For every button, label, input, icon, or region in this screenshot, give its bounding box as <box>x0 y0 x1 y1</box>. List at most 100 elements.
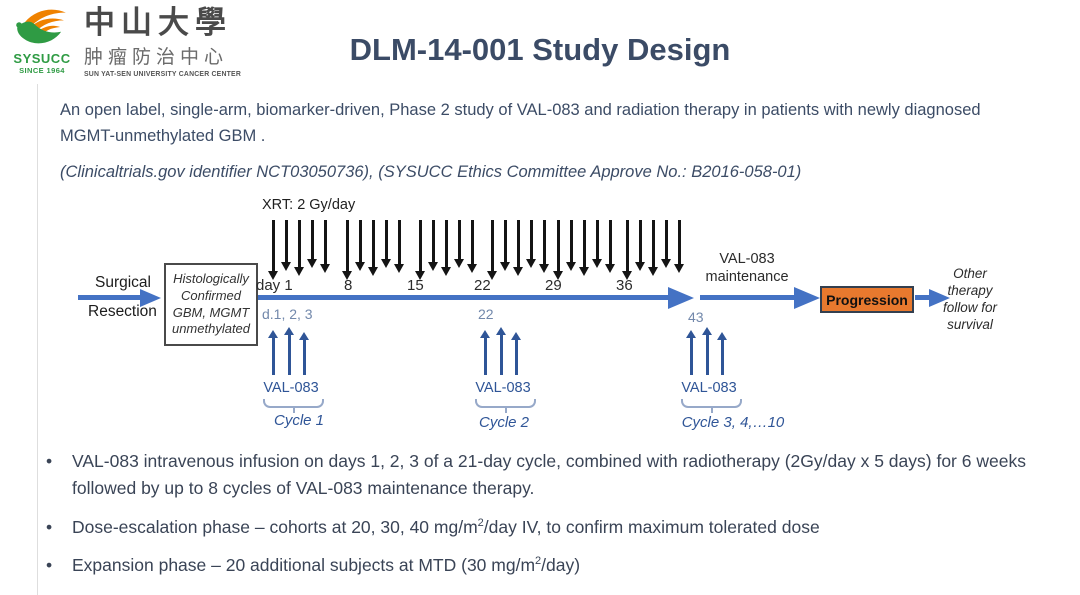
down-arrow-icon <box>552 220 564 280</box>
xrt-arrow-group-week3 <box>414 220 478 280</box>
page-title: DLM-14-001 Study Design <box>349 32 731 67</box>
up-arrow-icon <box>717 332 728 375</box>
bullet-superscript: 2 <box>477 516 484 529</box>
down-arrow-icon <box>341 220 353 280</box>
down-arrow-icon <box>393 220 405 273</box>
cycle-brace <box>681 399 742 413</box>
bullet-item-expansion: Expansion phase – 20 additional subjects… <box>44 552 1052 580</box>
xrt-arrow-group-week2 <box>341 220 405 280</box>
val-drug-label: VAL-083 <box>263 380 319 396</box>
bullet-text: Expansion phase – 20 additional subjects… <box>72 554 536 575</box>
down-arrow-icon <box>466 220 478 273</box>
down-arrow-icon <box>591 220 603 268</box>
timeline-day-label: 22 <box>474 277 491 294</box>
timeline-day-label: day 1 <box>256 277 293 294</box>
surgical-label-bottom: Resection <box>88 303 157 320</box>
bullet-item-dose-escalation: Dose-escalation phase – cohorts at 20, 3… <box>44 514 1052 542</box>
up-arrow-icon <box>701 327 713 375</box>
flow-arrowhead-entry <box>140 289 161 307</box>
xrt-arrow-group-week6 <box>621 220 685 280</box>
up-arrow-icon <box>268 330 279 375</box>
trial-id-line: (Clinicaltrials.gov identifier NCT030507… <box>60 162 802 181</box>
val-arrow-group-cycle1 <box>268 327 310 375</box>
post-progression-arrowhead <box>929 289 950 307</box>
down-arrow-icon <box>621 220 633 280</box>
xrt-label: XRT: 2 Gy/day <box>262 197 356 213</box>
down-arrow-icon <box>512 220 524 276</box>
maintenance-arrowhead <box>794 287 820 309</box>
timeline-day-label: 8 <box>344 277 353 294</box>
xrt-arrow-group-week5 <box>552 220 616 280</box>
down-arrow-icon <box>414 220 426 280</box>
down-arrow-icon <box>453 220 465 268</box>
down-arrow-icon <box>427 220 439 271</box>
val-drug-label: VAL-083 <box>475 380 531 396</box>
timeline-line-main <box>258 295 670 300</box>
down-arrow-icon <box>440 220 452 276</box>
eligibility-box: Histologically Confirmed GBM, MGMT unmet… <box>164 263 258 346</box>
down-arrow-icon <box>525 220 537 268</box>
val-arrow-group-cycle3 <box>686 327 728 375</box>
down-arrow-icon <box>634 220 646 271</box>
xrt-arrow-group-week1 <box>267 220 331 280</box>
down-arrow-icon <box>280 220 292 271</box>
up-arrow-icon <box>283 327 295 375</box>
bullet-text: /day IV, to confirm maximum tolerated do… <box>483 516 820 537</box>
logo-en-name: SUN YAT-SEN UNIVERSITY CANCER CENTER <box>84 71 242 79</box>
down-arrow-icon <box>354 220 366 271</box>
down-arrow-icon <box>293 220 305 276</box>
down-arrow-icon <box>565 220 577 271</box>
timeline-day-label: 29 <box>545 277 562 294</box>
down-arrow-icon <box>306 220 318 268</box>
up-arrow-icon <box>299 332 310 375</box>
bullet-list: VAL-083 intravenous infusion on days 1, … <box>44 448 1052 590</box>
timeline-arrowhead-main <box>668 287 694 309</box>
cycle-label: Cycle 2 <box>478 414 530 431</box>
sysucc-bird-icon <box>16 9 66 44</box>
slide-frame-line <box>37 84 38 595</box>
logo-since: SINCE 1964 <box>19 66 65 75</box>
timeline-day-label: 15 <box>407 277 424 294</box>
study-intro: An open label, single-arm, biomarker-dri… <box>60 97 1018 185</box>
cycle-brace <box>475 399 536 413</box>
up-arrow-icon <box>480 330 491 375</box>
timeline-day-label: 36 <box>616 277 633 294</box>
down-arrow-icon <box>267 220 279 280</box>
cycle-brace <box>263 399 324 413</box>
surgical-label-top: Surgical <box>95 274 151 291</box>
bullet-superscript: 2 <box>535 555 542 568</box>
other-therapy-label: Other therapy follow for survival <box>942 266 998 332</box>
flow-line-entry <box>78 295 142 300</box>
logo-abbr: SYSUCC <box>13 51 71 66</box>
down-arrow-icon <box>647 220 659 276</box>
logo-cn-dept: 肿瘤防治中心 <box>84 46 229 69</box>
down-arrow-icon <box>660 220 672 268</box>
down-arrow-icon <box>673 220 685 273</box>
bullet-text: VAL-083 intravenous infusion on days 1, … <box>72 451 1026 499</box>
logo-cn-name: 中山大學 <box>84 5 232 41</box>
cycle-label: Cycle 3, 4,…10 <box>681 414 785 431</box>
up-arrow-icon <box>495 327 507 375</box>
cycle-label: Cycle 1 <box>273 412 325 429</box>
down-arrow-icon <box>578 220 590 276</box>
maintenance-line <box>700 295 797 300</box>
val-day-label: 22 <box>478 306 494 322</box>
bullet-text: /day) <box>541 554 581 575</box>
down-arrow-icon <box>367 220 379 276</box>
intro-line-1: An open label, single-arm, biomarker-dri… <box>60 101 981 146</box>
bullet-item-dosing: VAL-083 intravenous infusion on days 1, … <box>44 448 1052 503</box>
progression-box: Progression <box>820 286 914 313</box>
down-arrow-icon <box>380 220 392 268</box>
maintenance-label: VAL-083 maintenance <box>705 251 789 286</box>
down-arrow-icon <box>499 220 511 271</box>
post-progression-line <box>915 295 931 300</box>
sysucc-logo-text: 中山大學 肿瘤防治中心 SUN YAT-SEN UNIVERSITY CANCE… <box>84 6 241 78</box>
val-arrow-group-cycle2 <box>480 327 522 375</box>
val-day-label: d.1, 2, 3 <box>262 306 313 322</box>
down-arrow-icon <box>486 220 498 280</box>
val-day-label: 43 <box>688 309 704 325</box>
up-arrow-icon <box>511 332 522 375</box>
down-arrow-icon <box>319 220 331 273</box>
